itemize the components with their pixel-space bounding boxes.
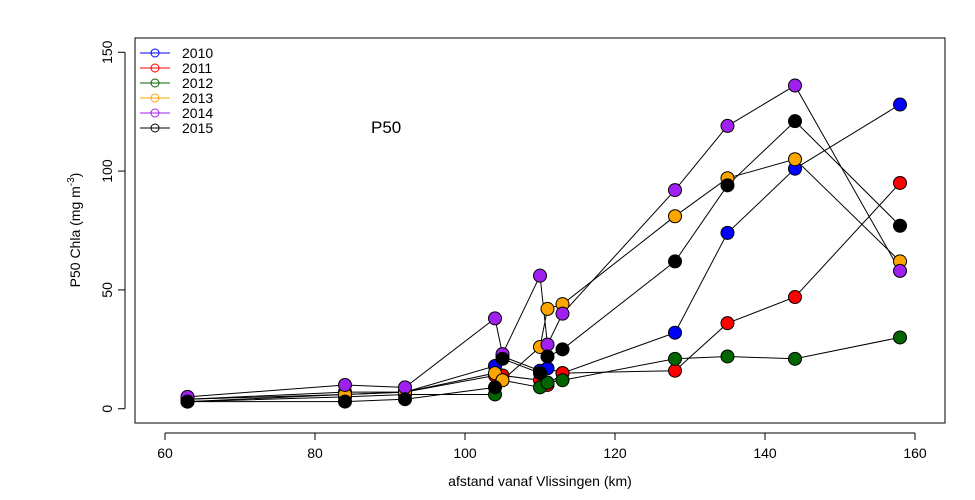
y-tick-label: 50 (99, 282, 115, 298)
data-point-2011 (788, 290, 802, 305)
data-point-2012 (720, 349, 735, 364)
x-axis: 60 80 100 120 140 160 (157, 432, 927, 461)
y-tick-label: 150 (99, 40, 115, 64)
x-axis-title: afstand vanaf Vlissingen (km) (448, 473, 632, 489)
data-point-2014 (533, 268, 547, 283)
data-point-2011 (893, 175, 907, 190)
data-point-2014 (555, 306, 570, 321)
x-tick-label: 60 (157, 445, 173, 461)
legend-label-2015: 2015 (182, 120, 213, 136)
data-point-2012 (555, 373, 570, 388)
data-point-2015 (180, 394, 195, 409)
data-point-2014 (338, 377, 352, 392)
legend-label-2014: 2014 (182, 105, 213, 121)
data-point-2013 (788, 152, 802, 167)
x-tick-label: 80 (307, 445, 323, 461)
x-tick-label: 160 (903, 445, 927, 461)
y-axis-title: P50 Chla (mg m-3) (66, 173, 83, 288)
legend-label-2011: 2011 (182, 60, 212, 76)
data-point-2014 (488, 311, 502, 326)
data-point-2015 (338, 394, 352, 409)
data-point-2010 (668, 325, 682, 340)
data-point-2015 (540, 349, 555, 364)
y-axis-title-main: P50 Chla (mg m (67, 186, 83, 287)
legend-marker-2013 (150, 93, 160, 103)
data-point-2015 (488, 380, 502, 395)
data-point-2014 (540, 337, 555, 352)
data-point-2013 (668, 209, 682, 224)
legend-label-2010: 2010 (182, 45, 213, 61)
data-point-2015 (668, 254, 682, 269)
data-point-2015 (398, 392, 412, 407)
data-point-2014 (720, 118, 735, 133)
data-point-2014 (893, 263, 907, 278)
chart-annotation: P50 (371, 118, 401, 137)
data-point-2012 (788, 351, 802, 366)
data-point-2010 (893, 97, 907, 112)
data-point-2012 (540, 375, 555, 390)
legend-marker-2011 (150, 63, 160, 73)
data-point-2015 (495, 351, 510, 366)
data-point-2014 (788, 78, 802, 93)
data-point-2011 (720, 316, 735, 331)
data-point-2014 (668, 183, 682, 198)
legend-marker-2010 (150, 48, 160, 58)
x-tick-label: 120 (603, 445, 627, 461)
data-point-2013 (540, 301, 555, 316)
data-point-2012 (668, 351, 682, 366)
x-tick-label: 100 (453, 445, 477, 461)
data-point-2011 (668, 363, 682, 378)
series-layer (180, 78, 907, 409)
legend-marker-2015 (150, 123, 160, 133)
data-point-2014 (398, 380, 412, 395)
data-point-2012 (893, 330, 907, 345)
data-point-2015 (788, 114, 802, 129)
data-point-2015 (720, 178, 735, 193)
y-axis: 0 50 100 150 (99, 40, 126, 413)
data-point-2015 (533, 366, 547, 381)
data-point-2015 (893, 218, 907, 233)
legend-label-2012: 2012 (182, 75, 213, 91)
legend-marker-2012 (150, 78, 160, 88)
legend-marker-2014 (150, 108, 160, 118)
plot-frame (134, 37, 946, 424)
y-tick-label: 100 (99, 159, 115, 183)
y-axis-title-close: ) (67, 173, 83, 178)
y-tick-label: 0 (99, 405, 115, 413)
data-point-2010 (720, 225, 735, 240)
data-point-2015 (555, 342, 570, 357)
legend-label-2013: 2013 (182, 90, 213, 106)
y-axis-title-superscript: -3 (66, 177, 77, 186)
x-tick-label: 140 (753, 445, 777, 461)
